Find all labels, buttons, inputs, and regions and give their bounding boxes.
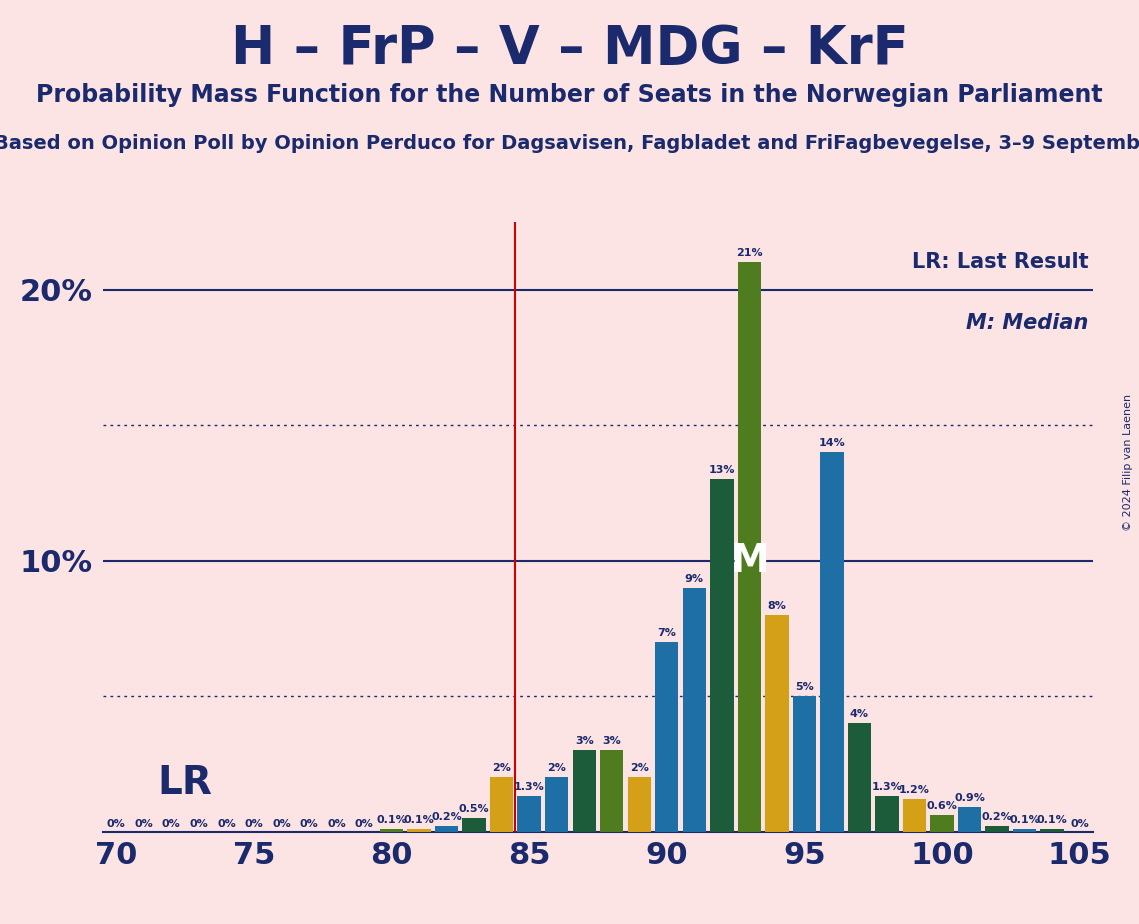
Bar	[682, 588, 706, 832]
Text: 3%: 3%	[575, 736, 593, 747]
Bar	[793, 696, 817, 832]
Text: 0.2%: 0.2%	[432, 812, 462, 822]
Text: 0%: 0%	[272, 819, 290, 829]
Text: 0%: 0%	[1071, 819, 1089, 829]
Bar	[1040, 829, 1064, 832]
Text: LR: LR	[157, 764, 213, 802]
Bar	[958, 808, 982, 832]
Text: 0.5%: 0.5%	[459, 804, 490, 814]
Bar	[931, 815, 953, 832]
Text: 0.1%: 0.1%	[376, 815, 407, 825]
Bar	[985, 826, 1009, 832]
Text: 2%: 2%	[630, 763, 649, 773]
Bar	[490, 777, 514, 832]
Text: Probability Mass Function for the Number of Seats in the Norwegian Parliament: Probability Mass Function for the Number…	[36, 83, 1103, 107]
Text: 0.2%: 0.2%	[982, 812, 1013, 822]
Bar	[573, 750, 596, 832]
Bar	[435, 826, 458, 832]
Text: 0.1%: 0.1%	[1009, 815, 1040, 825]
Text: © 2024 Filip van Laenen: © 2024 Filip van Laenen	[1123, 394, 1133, 530]
Bar	[379, 829, 403, 832]
Bar	[408, 829, 431, 832]
Bar	[710, 480, 734, 832]
Bar	[903, 799, 926, 832]
Text: 0%: 0%	[189, 819, 208, 829]
Bar	[765, 614, 788, 832]
Text: H – FrP – V – MDG – KrF: H – FrP – V – MDG – KrF	[231, 23, 908, 75]
Text: 0%: 0%	[327, 819, 346, 829]
Text: 1.3%: 1.3%	[871, 783, 902, 792]
Bar	[738, 262, 761, 832]
Text: M: M	[730, 541, 769, 579]
Text: 8%: 8%	[768, 601, 786, 611]
Bar	[517, 796, 541, 832]
Bar	[628, 777, 652, 832]
Text: 0%: 0%	[354, 819, 374, 829]
Text: 0%: 0%	[134, 819, 153, 829]
Text: 0.6%: 0.6%	[927, 801, 958, 811]
Text: 1.3%: 1.3%	[514, 783, 544, 792]
Text: 0.1%: 0.1%	[1036, 815, 1067, 825]
Text: LR: Last Result: LR: Last Result	[912, 252, 1089, 273]
Text: 1.2%: 1.2%	[899, 785, 929, 795]
Bar	[1013, 829, 1036, 832]
Text: 0.1%: 0.1%	[403, 815, 434, 825]
Text: M: Median: M: Median	[966, 313, 1089, 334]
Text: 4%: 4%	[850, 709, 869, 719]
Bar	[600, 750, 623, 832]
Text: 7%: 7%	[657, 627, 677, 638]
Text: 9%: 9%	[685, 574, 704, 584]
Bar	[462, 818, 486, 832]
Text: 14%: 14%	[819, 438, 845, 448]
Bar	[875, 796, 899, 832]
Text: 2%: 2%	[547, 763, 566, 773]
Text: 2%: 2%	[492, 763, 511, 773]
Text: 3%: 3%	[603, 736, 621, 747]
Text: 0%: 0%	[218, 819, 236, 829]
Bar	[655, 642, 679, 832]
Text: Based on Opinion Poll by Opinion Perduco for Dagsavisen, Fagbladet and FriFagbev: Based on Opinion Poll by Opinion Perduco…	[0, 134, 1139, 153]
Text: 13%: 13%	[708, 465, 735, 475]
Text: 21%: 21%	[736, 249, 763, 259]
Bar	[820, 452, 844, 832]
Text: 0%: 0%	[107, 819, 125, 829]
Text: 0%: 0%	[162, 819, 181, 829]
Text: 0.9%: 0.9%	[954, 793, 985, 803]
Bar	[847, 723, 871, 832]
Text: 5%: 5%	[795, 682, 813, 692]
Text: 0%: 0%	[300, 819, 318, 829]
Bar	[544, 777, 568, 832]
Text: 0%: 0%	[245, 819, 263, 829]
